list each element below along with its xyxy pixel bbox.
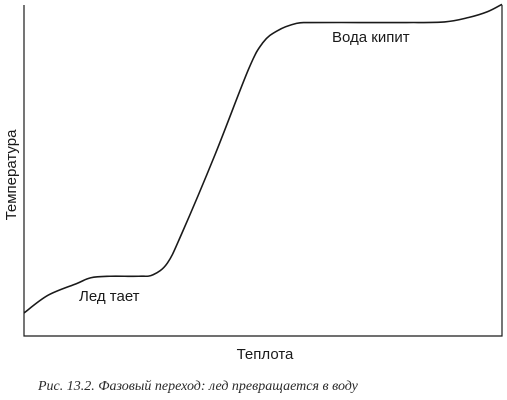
plot-layer [23,3,503,337]
x-axis-label: Теплота [237,346,294,363]
annotation-water-boils: Вода кипит [332,29,410,46]
axes-frame [23,5,503,337]
series-line-0 [23,3,503,314]
figure-caption: Рис. 13.2. Фазовый переход: лед превраща… [37,379,359,394]
y-axis-label: Температура [3,129,20,221]
annotation-ice-melts: Лед тает [79,288,140,305]
